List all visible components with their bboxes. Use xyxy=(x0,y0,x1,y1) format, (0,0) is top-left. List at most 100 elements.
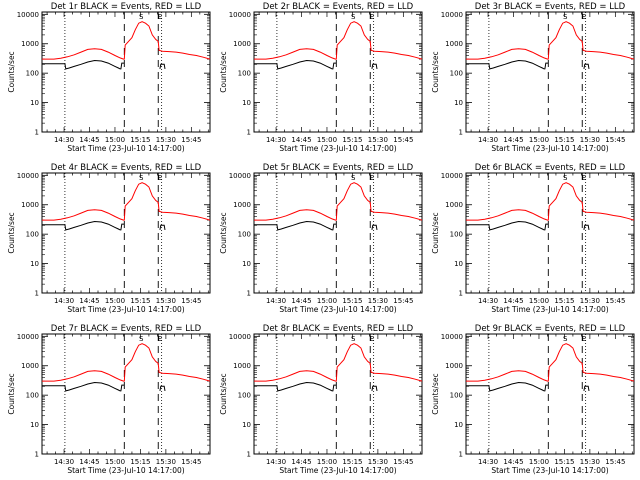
x-tick-label: 15:45 xyxy=(393,458,413,466)
x-tick-label: 15:45 xyxy=(181,458,201,466)
series-events xyxy=(466,381,549,392)
series-events-tail xyxy=(583,63,590,69)
y-tick-label: 10 xyxy=(242,421,251,429)
x-tick-label: 14:30 xyxy=(54,297,74,305)
x-tick-label: 15:00 xyxy=(105,136,125,144)
y-tick-label: 10 xyxy=(242,99,251,107)
y-tick-label: 10000 xyxy=(441,333,463,341)
x-tick-label: 15:45 xyxy=(393,136,413,144)
x-tick-label: 15:15 xyxy=(342,297,362,305)
series-lld xyxy=(254,182,423,221)
y-tick-label: 10 xyxy=(454,99,463,107)
y-tick-label: 10 xyxy=(30,99,39,107)
y-axis-label: Counts/sec xyxy=(219,212,228,253)
y-tick-label: 1 xyxy=(35,129,39,137)
x-tick-label: 15:45 xyxy=(393,297,413,305)
marker-s: S xyxy=(139,335,144,343)
y-tick-label: 100 xyxy=(450,70,463,78)
panel-4: Det 4r BLACK = Events, RED = LLD 1 10 100 10… xyxy=(7,163,211,314)
panel-title: Det 7r BLACK = Events, RED = LLD xyxy=(51,324,202,334)
plot-frame xyxy=(253,172,423,294)
x-tick-label: 14:30 xyxy=(266,136,286,144)
x-tick-label: 15:30 xyxy=(156,458,176,466)
x-tick-label: 15:30 xyxy=(368,136,388,144)
panel-title: Det 1r BLACK = Events, RED = LLD xyxy=(51,2,202,12)
plot-frame xyxy=(253,11,423,133)
x-tick-label: 14:30 xyxy=(478,136,498,144)
y-tick-label: 10000 xyxy=(441,11,463,19)
x-tick-label: 15:15 xyxy=(342,458,362,466)
x-tick-label: 14:45 xyxy=(503,136,523,144)
plot-frame xyxy=(41,11,211,133)
x-axis-label: Start Time (23-Jul-10 14:17:00) xyxy=(491,466,608,475)
series-events-tail xyxy=(371,385,378,391)
plot-frame xyxy=(465,11,635,133)
y-axis-label: Counts/sec xyxy=(7,51,16,92)
y-tick-label: 100 xyxy=(238,392,251,400)
panel-7: Det 7r BLACK = Events, RED = LLD 1 10 100 10… xyxy=(7,324,211,475)
marker-s: S xyxy=(563,335,568,343)
y-tick-label: 10 xyxy=(454,260,463,268)
y-axis-label: Counts/sec xyxy=(7,373,16,414)
marker-s: S xyxy=(139,174,144,182)
panel-title: Det 8r BLACK = Events, RED = LLD xyxy=(263,324,414,334)
x-tick-label: 14:30 xyxy=(266,458,286,466)
panel-1: Det 1r BLACK = Events, RED = LLD 1 10 100 10… xyxy=(7,2,211,153)
x-tick-label: 15:00 xyxy=(105,297,125,305)
x-tick-label: 14:45 xyxy=(291,458,311,466)
marker-s: S xyxy=(351,13,356,21)
x-tick-label: 15:15 xyxy=(130,136,150,144)
marker-e: E xyxy=(582,335,586,343)
x-tick-label: 15:45 xyxy=(605,458,625,466)
y-tick-label: 10000 xyxy=(17,11,39,19)
plot-frame xyxy=(41,333,211,455)
panel-2: Det 2r BLACK = Events, RED = LLD 1 10 100 10… xyxy=(219,2,423,153)
x-tick-label: 15:00 xyxy=(529,136,549,144)
y-tick-label: 1000 xyxy=(21,201,39,209)
plot-frame xyxy=(253,333,423,455)
marker-e: E xyxy=(158,335,162,343)
y-axis-label: Counts/sec xyxy=(431,51,440,92)
marker-e: E xyxy=(370,13,374,21)
y-tick-label: 10000 xyxy=(229,11,251,19)
y-tick-label: 10000 xyxy=(229,333,251,341)
y-tick-label: 1000 xyxy=(445,40,463,48)
series-events xyxy=(254,59,337,70)
y-tick-label: 1 xyxy=(459,451,463,459)
panel-title: Det 5r BLACK = Events, RED = LLD xyxy=(263,163,414,173)
series-events xyxy=(466,59,549,70)
x-tick-label: 15:30 xyxy=(580,458,600,466)
y-axis-label: Counts/sec xyxy=(431,373,440,414)
y-tick-label: 10 xyxy=(454,421,463,429)
x-tick-label: 15:30 xyxy=(580,136,600,144)
x-tick-label: 15:00 xyxy=(105,458,125,466)
marker-s: S xyxy=(351,174,356,182)
series-lld xyxy=(466,21,635,60)
y-tick-label: 1000 xyxy=(233,40,251,48)
series-events-tail xyxy=(583,224,590,230)
y-tick-label: 10 xyxy=(30,421,39,429)
y-tick-label: 1000 xyxy=(233,362,251,370)
series-events xyxy=(42,220,125,231)
x-tick-label: 15:30 xyxy=(156,136,176,144)
series-events-tail xyxy=(159,385,166,391)
series-events-tail xyxy=(159,63,166,69)
y-tick-label: 10000 xyxy=(17,333,39,341)
series-events xyxy=(42,381,125,392)
y-tick-label: 10 xyxy=(30,260,39,268)
x-axis-label: Start Time (23-Jul-10 14:17:00) xyxy=(279,305,396,314)
y-tick-label: 100 xyxy=(450,231,463,239)
marker-s: S xyxy=(139,13,144,21)
marker-e: E xyxy=(370,174,374,182)
x-tick-label: 14:30 xyxy=(54,136,74,144)
y-axis-label: Counts/sec xyxy=(431,212,440,253)
x-tick-label: 15:15 xyxy=(342,136,362,144)
marker-e: E xyxy=(158,174,162,182)
x-axis-label: Start Time (23-Jul-10 14:17:00) xyxy=(67,305,184,314)
y-tick-label: 100 xyxy=(238,231,251,239)
y-tick-label: 1000 xyxy=(21,40,39,48)
x-tick-label: 14:30 xyxy=(478,458,498,466)
x-tick-label: 15:00 xyxy=(529,458,549,466)
panel-6: Det 6r BLACK = Events, RED = LLD 1 10 100 10… xyxy=(431,163,635,314)
